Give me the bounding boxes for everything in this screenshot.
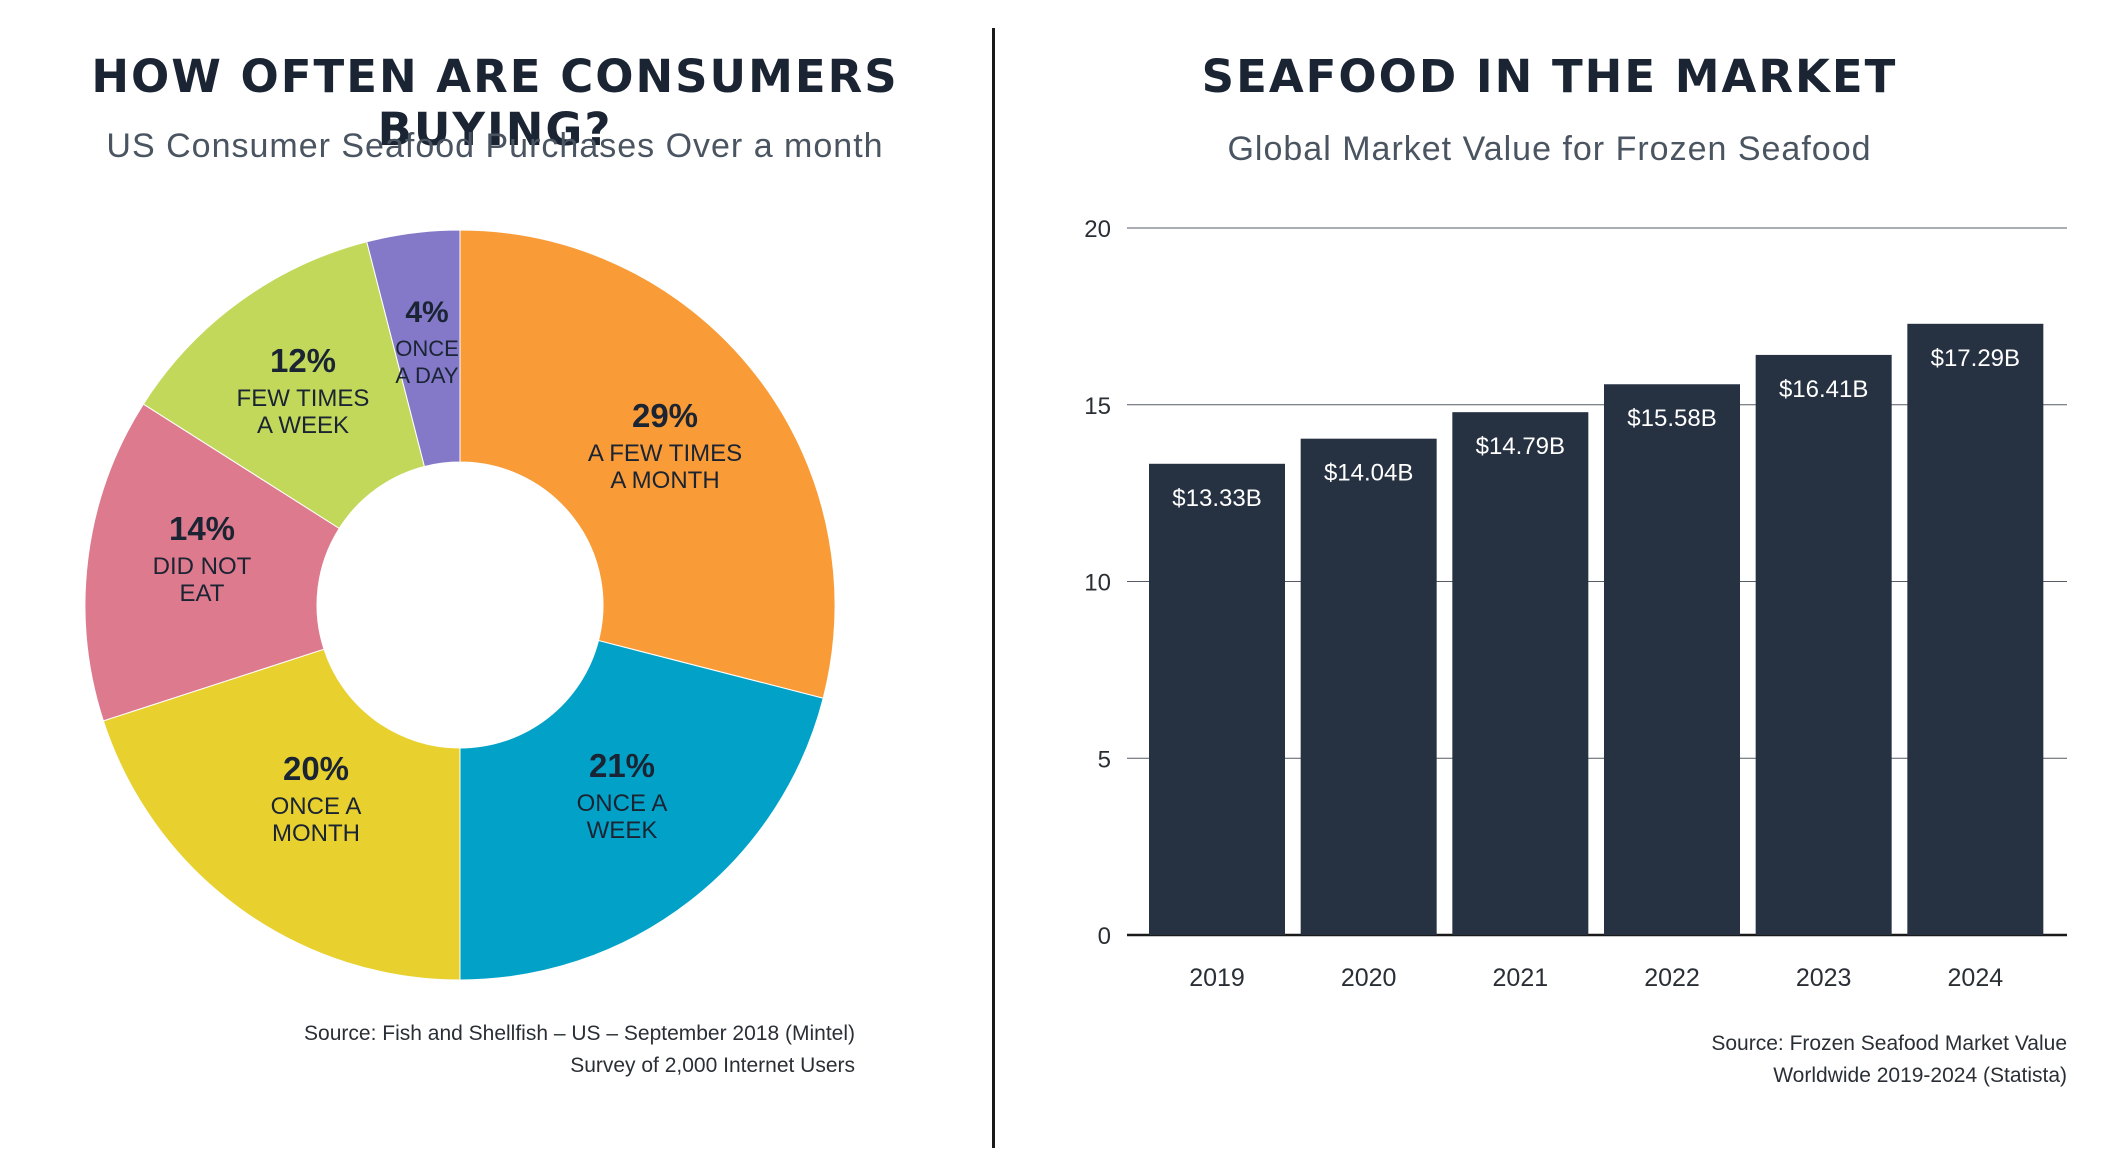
left-panel: HOW OFTEN ARE CONSUMERS BUYING? US Consu… bbox=[0, 0, 990, 1171]
bar-value-label: $13.33B bbox=[1172, 485, 1261, 512]
bar-chart-source: Source: Frozen Seafood Market Value Worl… bbox=[1711, 1028, 2067, 1092]
pie-slice-category-label: A MONTH bbox=[610, 467, 719, 494]
pie-slice bbox=[142, 241, 426, 530]
bar-chart: 0 5 10 15 20 $13.33B 2019 $14.04B 2020 $14.79B 202… bbox=[1084, 216, 2067, 992]
bar-value-label: $15.58B bbox=[1627, 405, 1716, 432]
pie-slice bbox=[366, 229, 461, 468]
bar-value-label: $14.04B bbox=[1324, 460, 1413, 487]
bar bbox=[1149, 463, 1285, 935]
y-tick-label: 10 bbox=[1084, 570, 1111, 597]
x-tick-label: 2024 bbox=[1948, 964, 2004, 992]
bar-value-label: $17.29B bbox=[1931, 345, 2020, 372]
pie-slice-percent-label: 12% bbox=[270, 342, 336, 379]
x-tick-label: 2020 bbox=[1341, 964, 1397, 992]
bar-source-line-2: Worldwide 2019-2024 (Statista) bbox=[1773, 1064, 2067, 1087]
pie-slice-category-label: ONCE A bbox=[577, 790, 668, 817]
y-tick-label: 0 bbox=[1098, 923, 1111, 950]
pie-slice-percent-label: 20% bbox=[283, 750, 349, 787]
bar bbox=[1604, 384, 1740, 935]
pie-slice bbox=[459, 639, 824, 981]
bar-value-label: $16.41B bbox=[1779, 376, 1868, 403]
bar bbox=[1300, 438, 1437, 935]
pie-chart-title: HOW OFTEN ARE CONSUMERS BUYING? bbox=[91, 50, 899, 156]
pie-slice-category-label: A FEW TIMES bbox=[588, 440, 742, 467]
pie-slice bbox=[102, 648, 461, 981]
pie-slice-category-label: WEEK bbox=[587, 817, 658, 844]
bar bbox=[1755, 354, 1892, 935]
pie-slice-category-label: ONCE A bbox=[271, 793, 362, 820]
pie-slice bbox=[459, 229, 836, 699]
bar-value-label: $14.79B bbox=[1476, 433, 1565, 460]
pie-slice-category-label: FEW TIMES bbox=[237, 385, 370, 412]
pie-source-line-1: Source: Fish and Shellfish – US – Septem… bbox=[304, 1022, 855, 1045]
panel-divider bbox=[992, 28, 995, 1148]
pie-slice-category-label: DID NOT bbox=[153, 553, 252, 580]
bar-chart-title: SEAFOOD IN THE MARKET bbox=[1201, 50, 1898, 103]
pie-slice-category-label: A DAY bbox=[395, 363, 459, 388]
y-tick-label: 15 bbox=[1084, 393, 1111, 420]
x-tick-label: 2022 bbox=[1644, 964, 1700, 992]
right-panel: SEAFOOD IN THE MARKET Global Market Valu… bbox=[995, 0, 2104, 1171]
pie-slice-percent-label: 4% bbox=[405, 296, 448, 329]
pie-slice-category-label: MONTH bbox=[272, 820, 360, 847]
bar bbox=[1452, 412, 1589, 936]
pie-slice-percent-label: 29% bbox=[632, 397, 698, 434]
x-tick-label: 2023 bbox=[1796, 964, 1852, 992]
pie-slice-category-label: A WEEK bbox=[257, 412, 349, 439]
bar-source-line-1: Source: Frozen Seafood Market Value bbox=[1711, 1032, 2067, 1055]
pie-slice-percent-label: 14% bbox=[169, 510, 235, 547]
bar bbox=[1907, 323, 2044, 936]
pie-source-line-2: Survey of 2,000 Internet Users bbox=[570, 1054, 855, 1077]
bar-chart-subtitle: Global Market Value for Frozen Seafood bbox=[1227, 130, 1872, 168]
y-tick-label: 20 bbox=[1084, 216, 1111, 243]
pie-slice-category-label: EAT bbox=[180, 580, 225, 607]
x-tick-label: 2021 bbox=[1493, 964, 1549, 992]
pie-slice-category-label: ONCE bbox=[395, 336, 459, 361]
pie-chart-subtitle: US Consumer Seafood Purchases Over a mon… bbox=[106, 127, 884, 165]
pie-slice-percent-label: 21% bbox=[589, 747, 655, 784]
y-tick-label: 5 bbox=[1098, 746, 1111, 773]
x-tick-label: 2019 bbox=[1189, 964, 1245, 992]
pie-slice bbox=[84, 403, 340, 722]
pie-chart-source: Source: Fish and Shellfish – US – Septem… bbox=[304, 1018, 855, 1082]
